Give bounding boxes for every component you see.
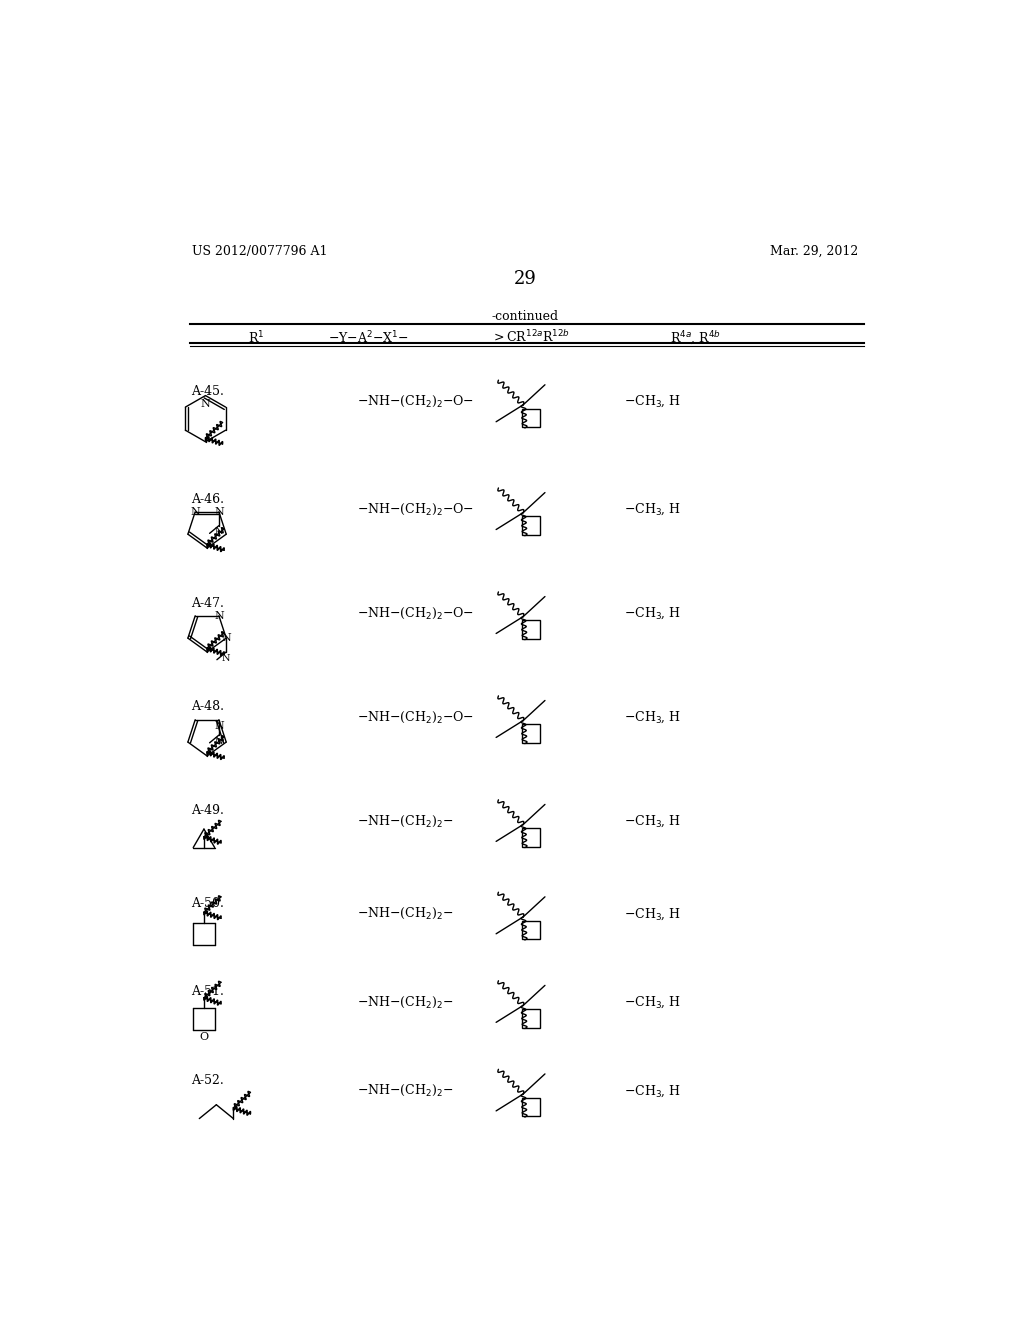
Text: N: N	[201, 399, 210, 409]
Bar	[521, 1098, 541, 1117]
Bar	[521, 921, 541, 940]
Text: $-$CH$_3$, H: $-$CH$_3$, H	[624, 995, 681, 1010]
Text: A-47.: A-47.	[191, 597, 224, 610]
Text: $-$NH$-$(CH$_2$)$_2$$-$: $-$NH$-$(CH$_2$)$_2$$-$	[356, 1084, 453, 1098]
Text: 29: 29	[513, 271, 537, 288]
Text: R$^{4a}$, R$^{4b}$: R$^{4a}$, R$^{4b}$	[671, 330, 722, 347]
Text: N: N	[190, 507, 200, 517]
Bar	[521, 409, 541, 428]
Text: $-$CH$_3$, H: $-$CH$_3$, H	[624, 1084, 681, 1098]
Text: $-$NH$-$(CH$_2$)$_2$$-$: $-$NH$-$(CH$_2$)$_2$$-$	[356, 813, 453, 829]
Text: R$^1$: R$^1$	[248, 330, 264, 346]
Text: A-51.: A-51.	[191, 985, 224, 998]
Text: $-$CH$_3$, H: $-$CH$_3$, H	[624, 606, 681, 622]
Text: N: N	[214, 507, 224, 517]
Text: N: N	[215, 737, 223, 746]
Bar	[521, 1010, 541, 1028]
Text: $-$NH$-$(CH$_2$)$_2$$-$O$-$: $-$NH$-$(CH$_2$)$_2$$-$O$-$	[356, 395, 473, 409]
Text: $-$NH$-$(CH$_2$)$_2$$-$: $-$NH$-$(CH$_2$)$_2$$-$	[356, 995, 453, 1010]
Text: -continued: -continued	[492, 310, 558, 323]
Text: $-$CH$_3$, H: $-$CH$_3$, H	[624, 813, 681, 829]
Text: $>$CR$^{12a}$R$^{12b}$: $>$CR$^{12a}$R$^{12b}$	[492, 330, 570, 346]
Text: A-46.: A-46.	[191, 492, 224, 506]
Text: N: N	[222, 653, 230, 663]
Text: $-$CH$_3$, H: $-$CH$_3$, H	[624, 395, 681, 409]
Text: A-50.: A-50.	[191, 896, 224, 909]
Text: $-$CH$_3$, H: $-$CH$_3$, H	[624, 906, 681, 921]
Text: N: N	[215, 527, 223, 536]
Text: $-$NH$-$(CH$_2$)$_2$$-$O$-$: $-$NH$-$(CH$_2$)$_2$$-$O$-$	[356, 502, 473, 517]
Text: A-52.: A-52.	[191, 1074, 224, 1086]
Bar	[521, 725, 541, 743]
Text: A-49.: A-49.	[191, 804, 224, 817]
Text: O: O	[200, 1032, 209, 1041]
Bar	[521, 829, 541, 847]
Text: US 2012/0077796 A1: US 2012/0077796 A1	[191, 244, 327, 257]
Text: N: N	[221, 634, 231, 643]
Text: $-$NH$-$(CH$_2$)$_2$$-$O$-$: $-$NH$-$(CH$_2$)$_2$$-$O$-$	[356, 710, 473, 725]
Text: N: N	[214, 721, 224, 731]
Text: $-$CH$_3$, H: $-$CH$_3$, H	[624, 502, 681, 517]
Text: Mar. 29, 2012: Mar. 29, 2012	[770, 244, 858, 257]
Text: $-$Y$-$A$^2$$-$X$^1$$-$: $-$Y$-$A$^2$$-$X$^1$$-$	[328, 330, 409, 346]
Text: A-45.: A-45.	[191, 385, 224, 397]
Text: A-48.: A-48.	[191, 701, 224, 714]
Text: N: N	[214, 611, 224, 620]
Text: $-$CH$_3$, H: $-$CH$_3$, H	[624, 710, 681, 725]
Text: $-$NH$-$(CH$_2$)$_2$$-$: $-$NH$-$(CH$_2$)$_2$$-$	[356, 906, 453, 921]
Text: $-$NH$-$(CH$_2$)$_2$$-$O$-$: $-$NH$-$(CH$_2$)$_2$$-$O$-$	[356, 606, 473, 620]
Bar	[521, 516, 541, 535]
Bar	[521, 620, 541, 639]
